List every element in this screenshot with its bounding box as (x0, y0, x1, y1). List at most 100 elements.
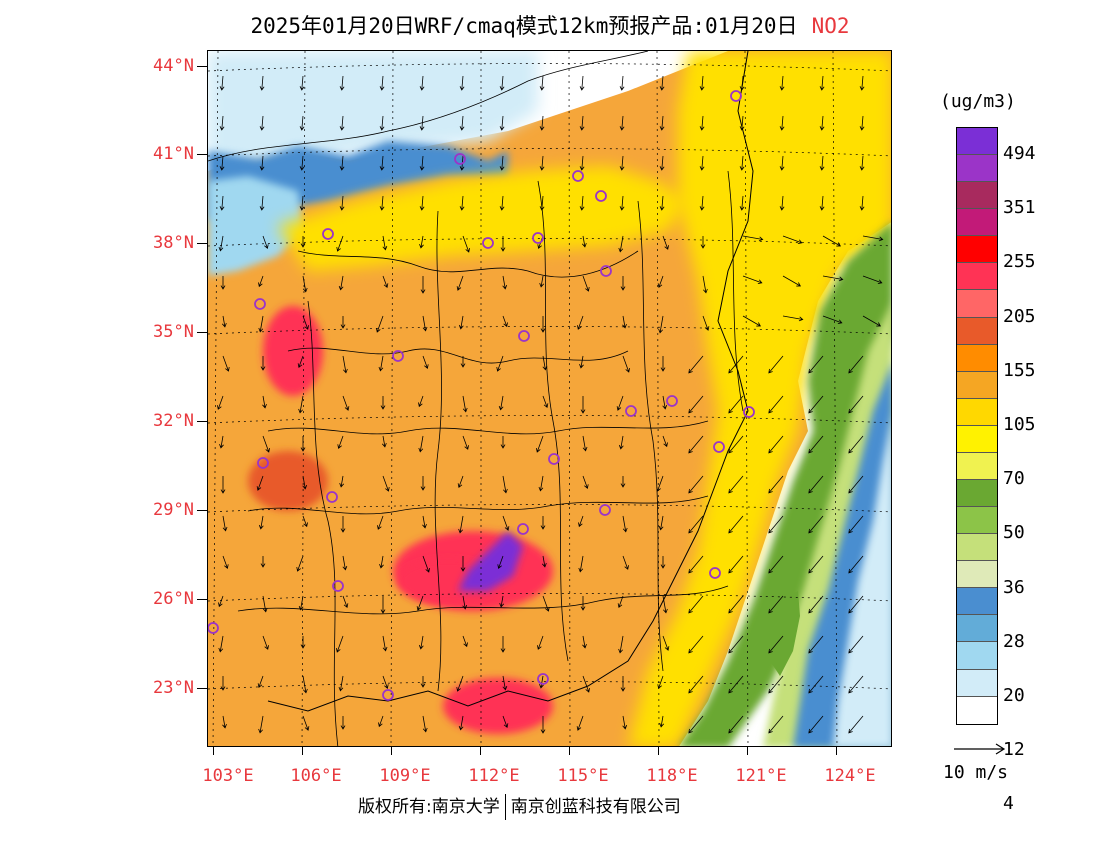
wind-arrow (460, 356, 466, 368)
legend-swatch (957, 534, 997, 562)
legend-swatch (957, 371, 997, 399)
legend-swatch (957, 696, 997, 724)
wind-arrow (419, 195, 425, 211)
wind-arrow (768, 715, 784, 734)
wind-arrow (808, 395, 824, 414)
wind-arrow (688, 515, 704, 534)
wind-arrow (221, 315, 227, 328)
wind-arrow (768, 595, 784, 614)
wind-arrow (859, 155, 865, 171)
wind-arrow (418, 435, 424, 453)
legend-label: 50 (1003, 522, 1025, 544)
wind-arrow (537, 635, 544, 650)
wind-arrow (658, 515, 664, 531)
city-marker-icon[interactable] (548, 453, 560, 465)
wind-arrow (688, 355, 704, 374)
city-marker-icon[interactable] (326, 491, 338, 503)
lon-tick (213, 747, 214, 755)
city-marker-icon[interactable] (572, 170, 584, 182)
wind-arrow (728, 395, 744, 414)
city-marker-icon[interactable] (537, 673, 549, 685)
legend-label: 28 (1003, 630, 1025, 652)
wind-arrow (579, 155, 585, 171)
wind-arrow (579, 115, 585, 131)
wind-arrow (379, 195, 385, 211)
city-marker-icon[interactable] (666, 395, 678, 407)
wind-arrow (819, 75, 825, 91)
wind-arrow (539, 115, 545, 131)
wind-arrow (622, 515, 628, 533)
wind-arrow (219, 115, 225, 131)
map-frame[interactable] (207, 50, 892, 747)
wind-arrow (659, 195, 665, 211)
wind-arrow (808, 635, 824, 654)
city-marker-icon[interactable] (482, 237, 494, 249)
legend-label: 494 (1003, 143, 1036, 165)
city-marker-icon[interactable] (599, 504, 611, 516)
wind-arrow (502, 475, 508, 494)
wind-arrow (382, 675, 389, 689)
footer-left: 版权所有:南京大学 (358, 797, 500, 817)
city-marker-icon[interactable] (392, 350, 404, 362)
wind-arrow (662, 395, 668, 410)
wind-arrow (848, 395, 864, 414)
wind-arrow (768, 355, 784, 374)
city-marker-icon[interactable] (713, 441, 725, 453)
wind-arrow (859, 75, 865, 91)
city-marker-icon[interactable] (254, 298, 266, 310)
city-marker-icon[interactable] (532, 232, 544, 244)
wind-arrow (382, 235, 388, 251)
wind-arrow (862, 275, 883, 284)
wind-arrow (577, 315, 584, 330)
wind-arrow (768, 435, 784, 454)
wind-arrow (378, 715, 384, 728)
wind-arrow (219, 155, 225, 171)
city-marker-icon[interactable] (322, 228, 334, 240)
wind-arrow (259, 115, 265, 131)
city-marker-icon[interactable] (709, 567, 721, 579)
city-marker-icon[interactable] (730, 90, 742, 102)
wind-arrow (342, 355, 348, 374)
wind-arrow (419, 235, 424, 249)
wind-arrow (382, 475, 390, 492)
city-marker-icon[interactable] (257, 457, 269, 469)
lat-label-38: 38°N (153, 233, 194, 253)
legend-swatch (957, 317, 997, 345)
city-marker-icon[interactable] (382, 689, 394, 701)
city-marker-icon[interactable] (595, 190, 607, 202)
wind-arrow (222, 715, 227, 729)
wind-arrow (848, 635, 864, 654)
wind-arrow (539, 275, 545, 288)
legend-swatch (957, 290, 997, 318)
wind-arrow (219, 75, 225, 91)
city-marker-icon[interactable] (332, 580, 344, 592)
wind-arrow (582, 435, 588, 452)
wind-arrow (298, 595, 304, 611)
wind-arrow (582, 275, 590, 292)
city-marker-icon[interactable] (454, 153, 466, 165)
city-marker-icon[interactable] (743, 406, 755, 418)
wind-arrow (848, 475, 864, 494)
wind-arrow (462, 235, 470, 253)
legend-swatch (957, 669, 997, 697)
wind-arrow (302, 675, 308, 694)
province-boundaries (208, 51, 744, 746)
city-marker-icon[interactable] (625, 405, 637, 417)
wind-arrow (499, 595, 505, 608)
wind-arrow (620, 476, 626, 488)
wind-arrow (381, 435, 387, 448)
lat-label-29: 29°N (153, 500, 194, 520)
wind-arrow (379, 155, 385, 171)
wind-arrow (302, 515, 308, 528)
wind-arrow (656, 475, 664, 492)
legend-label: 205 (1003, 305, 1036, 327)
legend-swatch (957, 507, 997, 535)
wind-arrow (262, 595, 268, 613)
wind-arrow (422, 515, 427, 529)
city-marker-icon[interactable] (600, 265, 612, 277)
wind-arrow (340, 716, 346, 730)
wind-arrow (302, 475, 308, 490)
city-marker-icon[interactable] (518, 330, 530, 342)
city-marker-icon[interactable] (208, 622, 219, 634)
city-marker-icon[interactable] (517, 523, 529, 535)
